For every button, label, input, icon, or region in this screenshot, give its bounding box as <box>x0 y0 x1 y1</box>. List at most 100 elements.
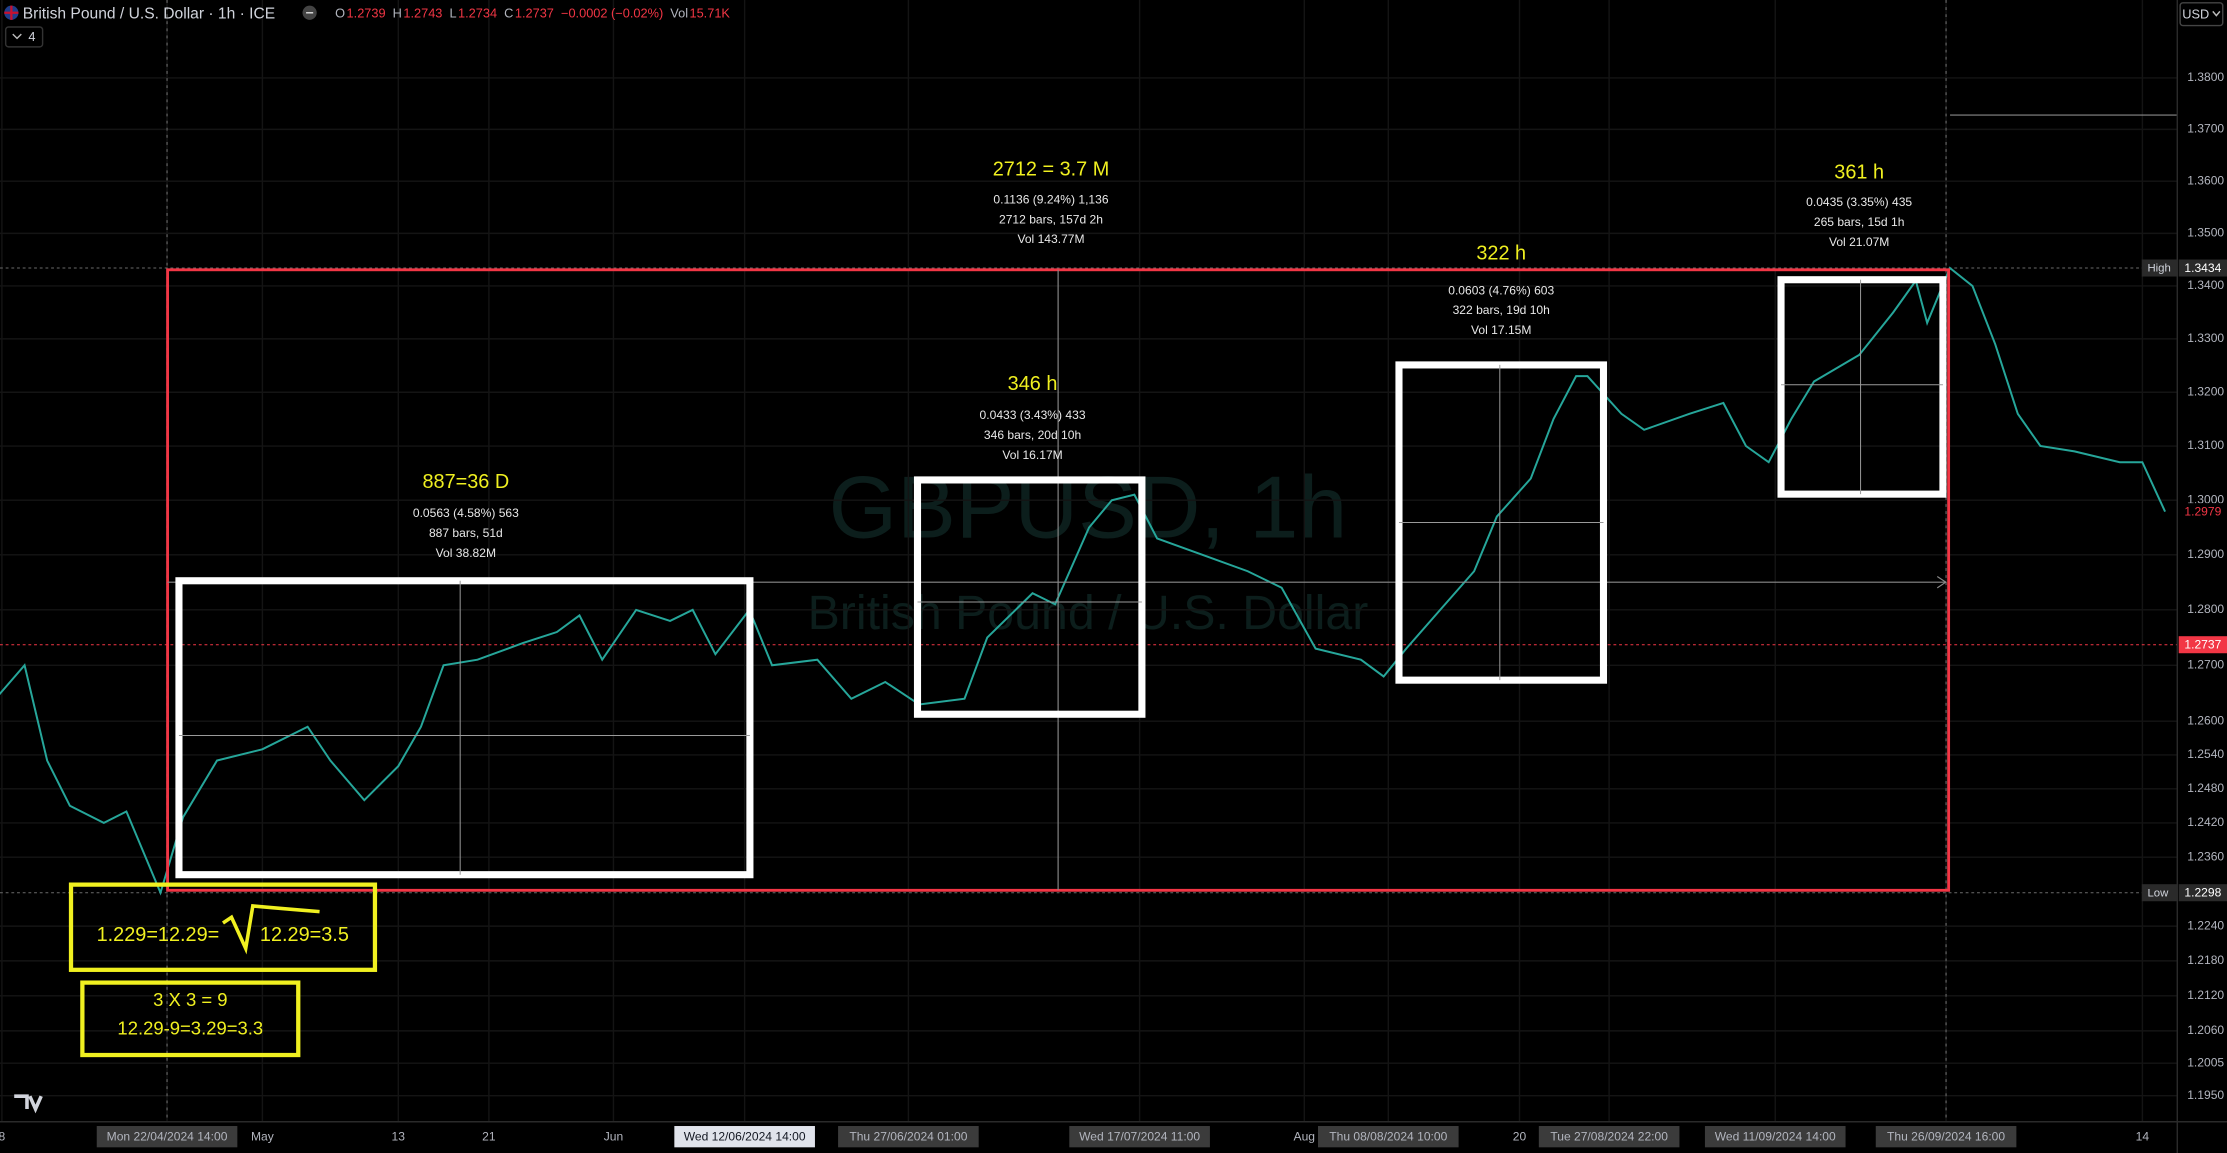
x-tick-label: Thu 08/08/2024 10:00 <box>1329 1130 1447 1144</box>
x-tick-label: 13 <box>392 1130 406 1144</box>
flag-icon <box>4 5 19 20</box>
note-box[interactable] <box>80 980 301 1058</box>
x-tick-label: 20 <box>1513 1130 1527 1144</box>
annotation-line: 0.0563 (4.58%) 563 <box>413 506 519 520</box>
quote-label: Vol <box>670 6 688 21</box>
note-text: 12.29-9=3.29=3.3 <box>117 1017 263 1038</box>
x-tick-highlight <box>1704 1126 1846 1148</box>
y-tick-label: 1.3100 <box>2187 438 2224 452</box>
y-tick-label: 1.2005 <box>2187 1055 2224 1069</box>
white-box[interactable] <box>913 476 1146 718</box>
y-tick-label: 1.2700 <box>2187 657 2224 671</box>
white-box[interactable] <box>175 577 754 879</box>
x-tick-label: Tue 27/08/2024 22:00 <box>1550 1130 1668 1144</box>
annotation-title: 2712 = 3.7 M <box>993 159 1110 181</box>
note-text: 12.29=3.5 <box>260 924 349 946</box>
price-label-bg <box>2178 636 2227 654</box>
price-label-bg <box>2178 884 2227 902</box>
y-tick-label: 1.2480 <box>2187 781 2224 795</box>
x-tick-label: 21 <box>482 1130 496 1144</box>
x-tick-label: 8 <box>0 1130 6 1144</box>
y-tick-label: 1.3200 <box>2187 384 2224 398</box>
quote-label: O <box>335 6 345 21</box>
quote: O 1.2739 H 1.2743 L 1.2734 C 1.2737 −0.0002 (−0.… <box>335 6 730 21</box>
x-tick-label: May <box>251 1130 274 1144</box>
x-tick-label: Thu 27/06/2024 01:00 <box>849 1130 967 1144</box>
currency: USD <box>2182 6 2209 21</box>
annotation-title: 887=36 D <box>422 471 509 493</box>
price-label: 1.2737 <box>2184 638 2221 652</box>
grid <box>0 0 2178 1122</box>
quote-label: H <box>393 6 402 21</box>
quote-label: C <box>504 6 513 21</box>
quote-value: −0.0002 (−0.02%) <box>561 6 663 21</box>
price-label-bg <box>2178 259 2227 277</box>
watermark-name: British Pound / U.S. Dollar <box>808 586 1369 640</box>
annotation-line: 346 bars, 20d 10h <box>984 428 1081 442</box>
drawings <box>68 114 2178 1058</box>
indicators-toggle[interactable] <box>4 26 44 48</box>
x-tick-highlight <box>1538 1126 1680 1148</box>
quote-value: 1.2737 <box>515 6 554 21</box>
annotation-title: 322 h <box>1476 242 1526 264</box>
plot <box>0 266 2178 896</box>
quote-label: L <box>450 6 457 21</box>
symbol-title[interactable]: British Pound / U.S. Dollar · 1h · ICE <box>23 5 275 22</box>
watermark-symbol: GBPUSD, 1h <box>829 457 1348 556</box>
chevron <box>12 33 22 40</box>
annotation-title: 346 h <box>1008 373 1058 395</box>
note-box[interactable] <box>68 882 378 972</box>
y-tick-label: 1.3400 <box>2187 278 2224 292</box>
measure-arrow <box>1936 576 1947 589</box>
y-tick-label: 1.3500 <box>2187 226 2224 240</box>
y-tick-label: 1.1950 <box>2187 1088 2224 1102</box>
currency-button[interactable] <box>2179 2 2224 27</box>
x-tick-highlight <box>1875 1126 2017 1148</box>
y-tick-label: 1.2900 <box>2187 547 2224 561</box>
x-tick-highlight <box>96 1126 238 1148</box>
price-tag-bg <box>2141 884 2178 902</box>
x-tick-label: Thu 26/09/2024 16:00 <box>1887 1130 2005 1144</box>
root-sign <box>221 904 320 955</box>
indicators-count: 4 <box>28 29 35 44</box>
annotation-line: 2712 bars, 157d 2h <box>999 212 1103 226</box>
annotations: 887=36 D 0.0563 (4.58%) 563 887 bars, 51d V… <box>97 159 1913 1039</box>
y-tick-label: 1.2360 <box>2187 849 2224 863</box>
quote-value: 1.2734 <box>458 6 497 21</box>
y-tick-label: 1.2600 <box>2187 713 2224 727</box>
y-tick-label: 1.3600 <box>2187 173 2224 187</box>
annotation-line: 0.1136 (9.24%) 1,136 <box>993 192 1108 206</box>
logo[interactable] <box>14 1094 43 1114</box>
price-label: 1.2298 <box>2184 886 2221 900</box>
chevron <box>2212 10 2221 17</box>
annotation-line: 887 bars, 51d <box>429 526 503 540</box>
y-tick-label: 1.3700 <box>2187 122 2224 136</box>
x-tick-label: 14 <box>2136 1130 2150 1144</box>
y-tick-label: 1.3300 <box>2187 331 2224 345</box>
white-box[interactable] <box>1777 276 1947 498</box>
x-tick-label: Wed 12/06/2024 14:00 <box>684 1130 806 1144</box>
price-line-series <box>0 266 2166 896</box>
x-tick-label: Wed 17/07/2024 11:00 <box>1079 1130 1200 1144</box>
annotation-title: 361 h <box>1834 161 1884 183</box>
x-tick-highlight <box>838 1126 979 1148</box>
x-tick-highlight <box>1069 1126 1210 1148</box>
x-tick-label: Mon 22/04/2024 14:00 <box>107 1130 228 1144</box>
axes: 1.3800 1.3700 1.3600 1.3500 1.3400 1.3300 1.32… <box>0 70 2227 1148</box>
y-tick-label: 1.2120 <box>2187 988 2224 1002</box>
x-tick-highlight <box>1317 1126 1459 1148</box>
annotation-line: 0.0435 (3.35%) 435 <box>1806 195 1912 209</box>
quote-value: 15.71K <box>689 6 730 21</box>
y-tick-label: 1.2540 <box>2187 747 2224 761</box>
annotation-line: Vol 17.15M <box>1471 323 1531 337</box>
price-label: 1.3434 <box>2184 261 2221 275</box>
y-tick-label: 1.3800 <box>2187 70 2224 84</box>
price-tag-bg <box>2141 259 2178 277</box>
toolbar: British Pound / U.S. Dollar · 1h · ICE O… <box>4 2 2224 1114</box>
note-text: 3 X 3 = 9 <box>153 989 227 1010</box>
price-tag: Low <box>2147 887 2169 899</box>
y-tick-label: 1.2420 <box>2187 815 2224 829</box>
